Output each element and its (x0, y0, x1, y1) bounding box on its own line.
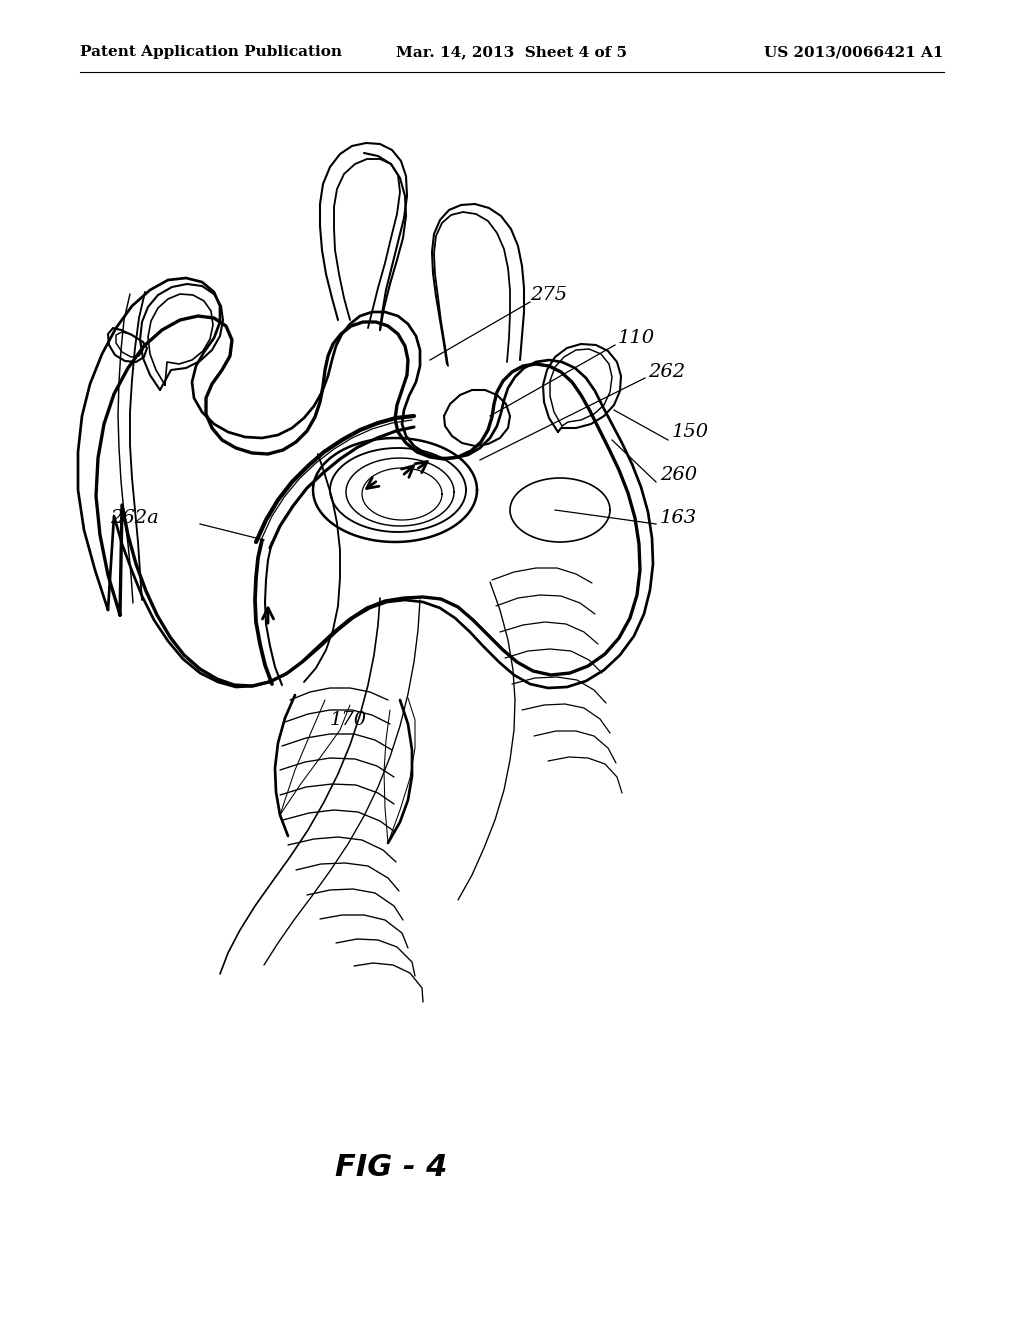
Text: US 2013/0066421 A1: US 2013/0066421 A1 (765, 45, 944, 59)
Text: Mar. 14, 2013  Sheet 4 of 5: Mar. 14, 2013 Sheet 4 of 5 (396, 45, 628, 59)
Text: 260: 260 (660, 466, 697, 484)
Text: Patent Application Publication: Patent Application Publication (80, 45, 342, 59)
Text: 262a: 262a (110, 510, 159, 527)
Text: 262: 262 (648, 363, 685, 381)
Text: 275: 275 (530, 286, 567, 304)
Text: 110: 110 (618, 329, 655, 347)
Text: 163: 163 (660, 510, 697, 527)
Text: 170: 170 (330, 711, 368, 729)
Text: 150: 150 (672, 422, 710, 441)
Text: FIG - 4: FIG - 4 (335, 1154, 447, 1183)
